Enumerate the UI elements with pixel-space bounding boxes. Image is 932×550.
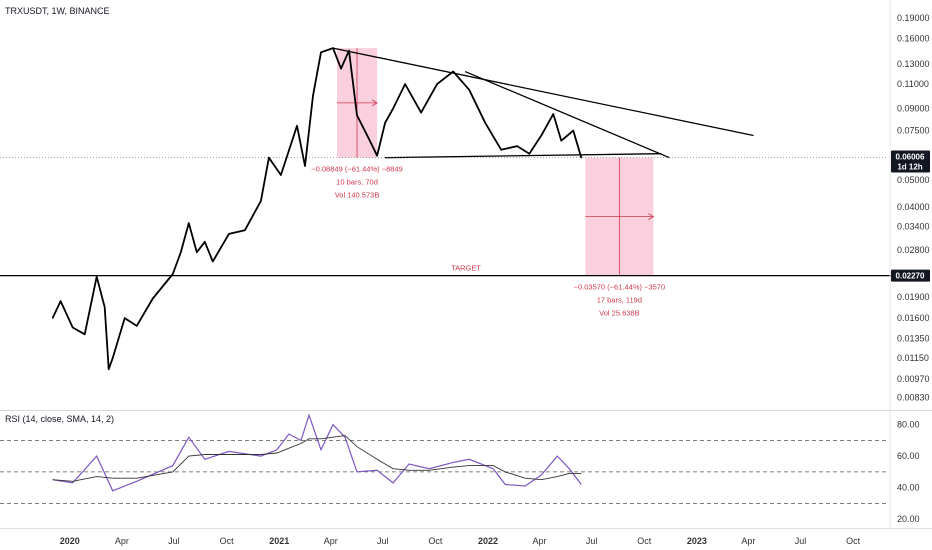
time-tick-label: 2022 xyxy=(478,536,498,546)
time-tick-label: Jul xyxy=(795,536,807,546)
price-line xyxy=(51,47,583,371)
rsi-tick-label: 40.00 xyxy=(897,483,920,493)
price-tick-label: 0.01350 xyxy=(897,334,930,344)
time-tick-label: 2020 xyxy=(60,536,80,546)
rsi-line xyxy=(52,413,582,492)
rsi-sma-line xyxy=(52,435,582,482)
price-tick-label: 0.07500 xyxy=(897,126,930,136)
measure-tools: −0.08849 (−61.44%) −8849 10 bars, 70d Vol … xyxy=(311,48,665,318)
rsi-tick-label: 60.00 xyxy=(897,451,920,461)
trend-line xyxy=(464,70,670,159)
measure-label: 10 bars, 70d xyxy=(336,178,378,187)
price-tick-label: 0.09000 xyxy=(897,103,930,113)
price-tick-label: 0.01600 xyxy=(897,313,930,323)
last-price-tag xyxy=(891,150,930,173)
measure-arrow xyxy=(648,213,655,220)
time-tick-label: Oct xyxy=(637,536,652,546)
time-tick-label: Apr xyxy=(115,536,129,546)
measure-label: −0.08849 (−61.44%) −8849 xyxy=(311,165,403,174)
rsi-title: RSI (14, close, SMA, 14, 2) xyxy=(5,414,114,424)
price-tick-label: 0.05000 xyxy=(897,175,930,185)
price-tick-label: 0.19000 xyxy=(897,13,930,23)
measure-label: Vol 25.638B xyxy=(599,309,639,318)
trend-lines: TARGET xyxy=(0,47,906,370)
rsi-pane: 80.00 60.00 40.00 20.00 xyxy=(0,413,920,524)
time-tick-label: Oct xyxy=(846,536,861,546)
countdown: 1d 12h xyxy=(897,163,922,172)
price-tick-label: 0.00970 xyxy=(897,374,930,384)
price-tick-label: 0.02800 xyxy=(897,245,930,255)
measure-label: Vol 140.573B xyxy=(335,191,380,200)
time-tick-label: Jul xyxy=(377,536,389,546)
time-tick-label: Apr xyxy=(741,536,755,546)
time-tick-label: Apr xyxy=(533,536,547,546)
time-tick-label: Jul xyxy=(168,536,180,546)
trend-line xyxy=(385,153,662,159)
price-tick-label: 0.16000 xyxy=(897,34,930,44)
measure-label: 17 bars, 119d xyxy=(597,296,642,305)
time-tick-label: Oct xyxy=(428,536,443,546)
price-tick-label: 0.11000 xyxy=(897,79,929,89)
time-tick-label: 2023 xyxy=(687,536,707,546)
time-tick-label: Apr xyxy=(324,536,338,546)
chart-title: TRXUSDT, 1W, BINANCE xyxy=(5,6,110,16)
measure-arrow xyxy=(371,99,378,107)
time-tick-label: Oct xyxy=(220,536,235,546)
time-tick-label: Jul xyxy=(586,536,598,546)
measure-label: −0.03570 (−61.44%) −3570 xyxy=(574,283,666,292)
price-tick-label: 0.13000 xyxy=(897,59,930,69)
price-tick-label: 0.01150 xyxy=(897,353,929,363)
target-price-value: 0.02270 xyxy=(896,272,925,281)
rsi-tick-label: 20.00 xyxy=(897,514,920,524)
target-label: TARGET xyxy=(451,264,481,273)
rsi-tick-label: 80.00 xyxy=(897,420,920,430)
price-tick-label: 0.01900 xyxy=(897,292,930,302)
trend-line xyxy=(332,47,754,137)
target-price-tag xyxy=(891,269,930,282)
price-tick-label: 0.04000 xyxy=(897,202,930,212)
price-tick-label: 0.03400 xyxy=(897,222,930,232)
time-tick-label: 2021 xyxy=(269,536,289,546)
last-price-value: 0.06006 xyxy=(896,153,925,162)
price-tick-label: 0.00830 xyxy=(897,393,930,403)
